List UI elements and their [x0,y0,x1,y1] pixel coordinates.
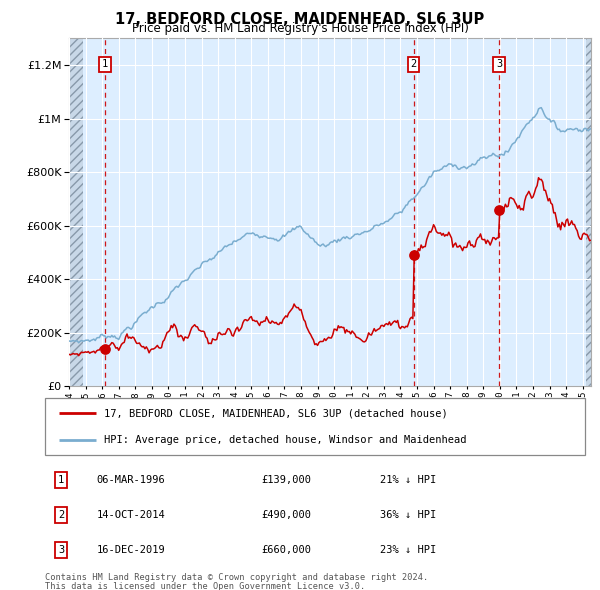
Text: 16-DEC-2019: 16-DEC-2019 [96,545,165,555]
Text: 17, BEDFORD CLOSE, MAIDENHEAD, SL6 3UP (detached house): 17, BEDFORD CLOSE, MAIDENHEAD, SL6 3UP (… [104,408,448,418]
Point [100,345,110,354]
Text: 23% ↓ HPI: 23% ↓ HPI [380,545,436,555]
Text: 36% ↓ HPI: 36% ↓ HPI [380,510,436,520]
Text: 1: 1 [58,475,64,485]
Text: 1: 1 [102,60,108,70]
Bar [586,38,591,386]
Text: Contains HM Land Registry data © Crown copyright and database right 2024.: Contains HM Land Registry data © Crown c… [45,573,428,582]
Text: 2: 2 [410,60,416,70]
Text: This data is licensed under the Open Government Licence v3.0.: This data is licensed under the Open Gov… [45,582,365,590]
Text: Price paid vs. HM Land Registry's House Price Index (HPI): Price paid vs. HM Land Registry's House … [131,22,469,35]
Text: 17, BEDFORD CLOSE, MAIDENHEAD, SL6 3UP: 17, BEDFORD CLOSE, MAIDENHEAD, SL6 3UP [115,12,485,27]
Text: £139,000: £139,000 [261,475,311,485]
FancyBboxPatch shape [45,398,585,455]
Text: 21% ↓ HPI: 21% ↓ HPI [380,475,436,485]
Text: 2: 2 [58,510,64,520]
Text: 3: 3 [58,545,64,555]
Bar [69,38,83,386]
Text: £660,000: £660,000 [261,545,311,555]
Point [409,251,418,260]
Text: £490,000: £490,000 [261,510,311,520]
Text: 3: 3 [496,60,502,70]
Text: HPI: Average price, detached house, Windsor and Maidenhead: HPI: Average price, detached house, Wind… [104,435,467,445]
Point [494,205,504,214]
Text: 06-MAR-1996: 06-MAR-1996 [96,475,165,485]
Text: 14-OCT-2014: 14-OCT-2014 [96,510,165,520]
